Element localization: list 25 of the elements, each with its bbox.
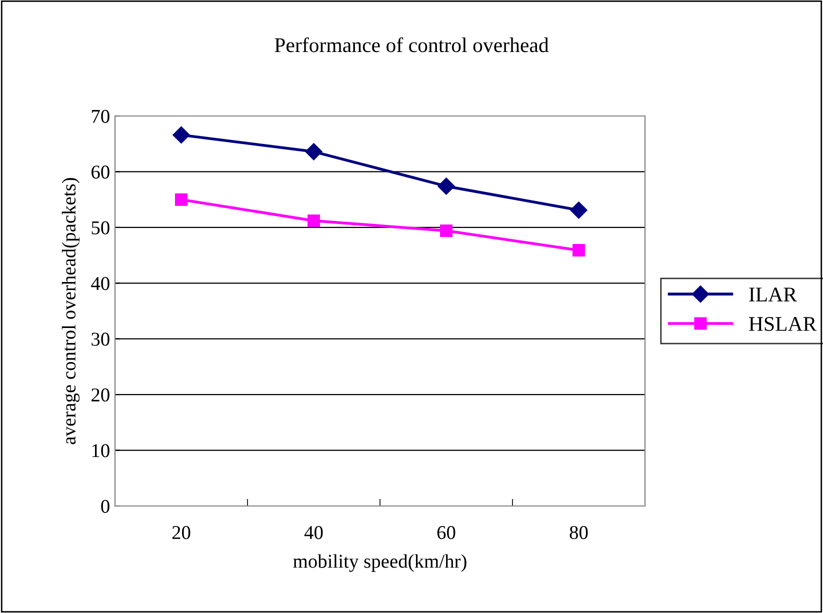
y-tick-label: 20: [92, 388, 110, 402]
point: [572, 244, 585, 257]
y-tick-label: 30: [92, 332, 110, 346]
x-tick-label: 80: [570, 526, 588, 540]
y-axis-title: average control overhead(packets): [62, 178, 80, 444]
point: [440, 224, 452, 238]
y-tick-label: 60: [92, 166, 110, 179]
point: [172, 126, 190, 144]
x-tick-label: 60: [437, 526, 456, 540]
x-tick-label: 20: [172, 526, 190, 540]
y-tick-label: 10: [92, 444, 110, 458]
point: [305, 143, 322, 160]
x-axis-title: mobility speed(km/hr): [293, 554, 466, 572]
y-tick-label: 50: [92, 221, 110, 234]
legend-label: ILAR: [749, 288, 797, 302]
point: [570, 202, 588, 219]
point: [438, 178, 455, 195]
x-tick-label: 40: [304, 526, 323, 540]
y-tick-label: 0: [101, 500, 110, 513]
y-tick-label: 70: [92, 110, 110, 123]
chart-title: Performance of control overhead: [274, 37, 549, 52]
point: [175, 193, 188, 206]
y-tick-label: 40: [91, 276, 110, 290]
legend-label: HSLAR: [749, 316, 817, 331]
point: [308, 214, 320, 227]
